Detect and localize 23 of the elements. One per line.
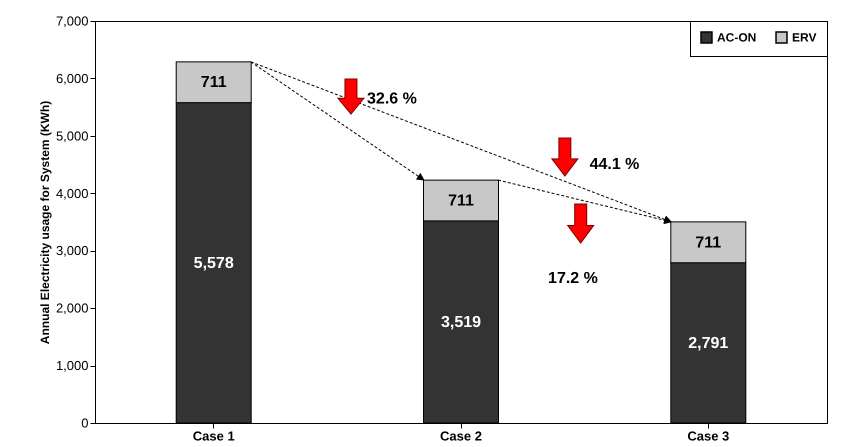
y-tick-label: 3,000 <box>56 243 88 258</box>
y-tick-label: 2,000 <box>56 300 88 316</box>
y-tick-label: 6,000 <box>56 70 88 86</box>
legend-label: AC-ON <box>717 30 756 45</box>
y-tick-label: 1,000 <box>56 358 88 374</box>
y-tick-label: 5,000 <box>56 128 88 144</box>
annotation: 32.6 % <box>367 90 417 108</box>
x-tick-label: Case 3 <box>687 428 730 444</box>
annotation: 44.1 % <box>590 156 640 174</box>
data-label: 711 <box>200 74 227 92</box>
y-tick-label: 7,000 <box>56 14 88 28</box>
data-label: 2,791 <box>688 334 728 352</box>
y-tick-label: 4,000 <box>56 186 88 201</box>
x-tick-label: Case 1 <box>192 428 235 444</box>
data-label: 5,578 <box>194 254 234 272</box>
y-tick-label: 0 <box>81 416 88 430</box>
data-label: 711 <box>448 192 474 210</box>
data-label: 711 <box>695 234 722 252</box>
annotation: 17.2 % <box>548 270 598 287</box>
legend-label: ERV <box>792 30 816 45</box>
y-axis-title: Annual Electricity usage for System (KWh) <box>38 100 52 344</box>
x-tick-label: Case 2 <box>440 428 482 444</box>
data-label: 3,519 <box>440 314 482 331</box>
